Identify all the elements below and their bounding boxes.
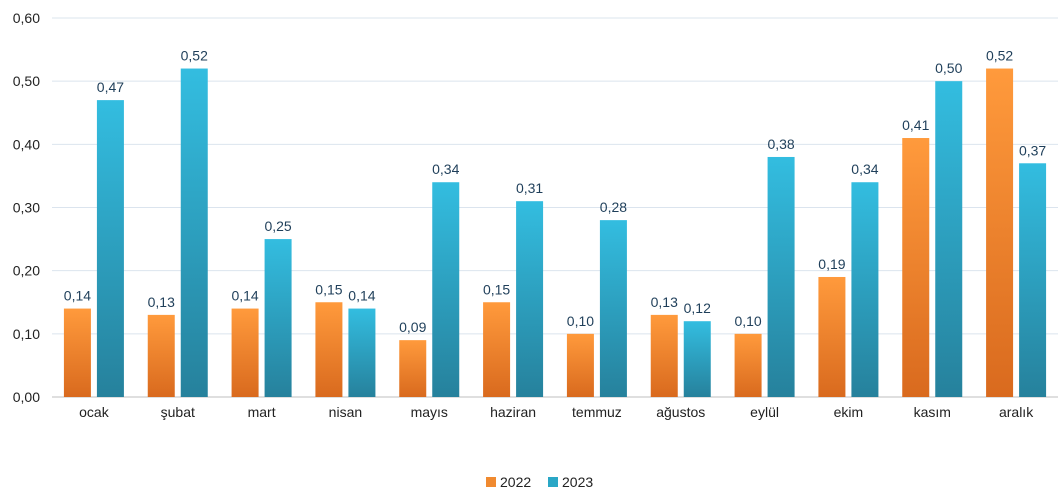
y-tick-label: 0,60 <box>13 10 40 26</box>
bar-2023-mart <box>264 239 292 397</box>
x-tick-label: nisan <box>329 404 362 420</box>
data-label: 0,38 <box>767 136 794 152</box>
data-label: 0,09 <box>399 319 426 335</box>
bar-2022-ağustos <box>650 314 678 397</box>
data-label: 0,52 <box>181 48 208 64</box>
data-label: 0,14 <box>348 288 375 304</box>
data-label: 0,19 <box>818 256 845 272</box>
x-tick-label: aralık <box>999 404 1034 420</box>
data-label: 0,28 <box>600 199 627 215</box>
bar-2023-temmuz <box>599 220 627 397</box>
x-tick-label: eylül <box>750 404 779 420</box>
grid-lines <box>52 17 1058 398</box>
data-label: 0,15 <box>483 281 510 297</box>
data-label: 0,52 <box>986 48 1013 64</box>
legend-swatch-2023 <box>548 477 558 487</box>
x-tick-label: mayıs <box>411 404 448 420</box>
data-label: 0,10 <box>734 313 761 329</box>
y-tick-label: 0,00 <box>13 389 40 405</box>
bar-2022-eylül <box>734 333 762 397</box>
bar-2022-ekim <box>818 276 846 397</box>
x-tick-label: ocak <box>79 404 110 420</box>
bar-2023-kasım <box>935 81 963 398</box>
legend-swatch-2022 <box>486 477 496 487</box>
bar-2022-ocak <box>63 308 91 397</box>
data-label: 0,41 <box>902 117 929 133</box>
data-label: 0,14 <box>231 288 258 304</box>
bar-2023-aralık <box>1019 163 1047 397</box>
bar-2023-mayıs <box>432 182 460 397</box>
x-tick-label: mart <box>248 404 276 420</box>
bar-2022-mart <box>231 308 259 397</box>
bar-2022-temmuz <box>566 333 594 397</box>
x-tick-label: ağustos <box>656 404 705 420</box>
data-label: 0,13 <box>651 294 678 310</box>
data-label: 0,14 <box>64 288 91 304</box>
y-tick-label: 0,40 <box>13 136 40 152</box>
data-label: 0,34 <box>432 161 459 177</box>
bar-2023-nisan <box>348 308 376 397</box>
data-label: 0,10 <box>567 313 594 329</box>
bar-2023-ocak <box>96 100 124 397</box>
x-tick-label: haziran <box>490 404 536 420</box>
legend-label: 2023 <box>562 474 593 490</box>
data-label: 0,12 <box>684 300 711 316</box>
x-tick-label: temmuz <box>572 404 622 420</box>
data-label: 0,50 <box>935 60 962 76</box>
x-tick-label: şubat <box>161 404 195 420</box>
y-tick-label: 0,30 <box>13 200 40 216</box>
data-label: 0,13 <box>148 294 175 310</box>
data-label: 0,31 <box>516 180 543 196</box>
bar-2022-kasım <box>902 138 930 397</box>
y-tick-label: 0,20 <box>13 263 40 279</box>
bar-2023-eylül <box>767 156 795 397</box>
y-tick-label: 0,50 <box>13 73 40 89</box>
legend: 2022 2023 <box>486 474 593 490</box>
y-tick-label: 0,10 <box>13 326 40 342</box>
bar-2023-şubat <box>180 68 208 398</box>
bar-2022-nisan <box>315 302 343 397</box>
bars: 0,14 0,47 0,13 0,52 0,14 0,25 0,15 0,14 0,09 0,34… <box>63 48 1047 398</box>
x-tick-label: kasım <box>914 404 951 420</box>
y-axis: 0,00 0,10 0,20 0,30 0,40 0,50 0,60 <box>13 10 40 405</box>
bar-2022-aralık <box>986 68 1014 398</box>
data-label: 0,34 <box>851 161 878 177</box>
bar-2022-mayıs <box>399 340 427 397</box>
bar-2023-haziran <box>516 201 544 397</box>
legend-label: 2022 <box>500 474 531 490</box>
bar-2022-şubat <box>147 314 175 397</box>
bar-2023-ağustos <box>683 321 711 397</box>
data-label: 0,15 <box>315 281 342 297</box>
x-axis: ocak şubat mart nisan mayıs haziran temmuz ağus… <box>79 404 1034 420</box>
data-label: 0,47 <box>97 79 124 95</box>
data-label: 0,25 <box>264 218 291 234</box>
data-label: 0,37 <box>1019 142 1046 158</box>
x-tick-label: ekim <box>834 404 864 420</box>
bar-2022-haziran <box>483 302 511 397</box>
bar-2023-ekim <box>851 182 879 397</box>
